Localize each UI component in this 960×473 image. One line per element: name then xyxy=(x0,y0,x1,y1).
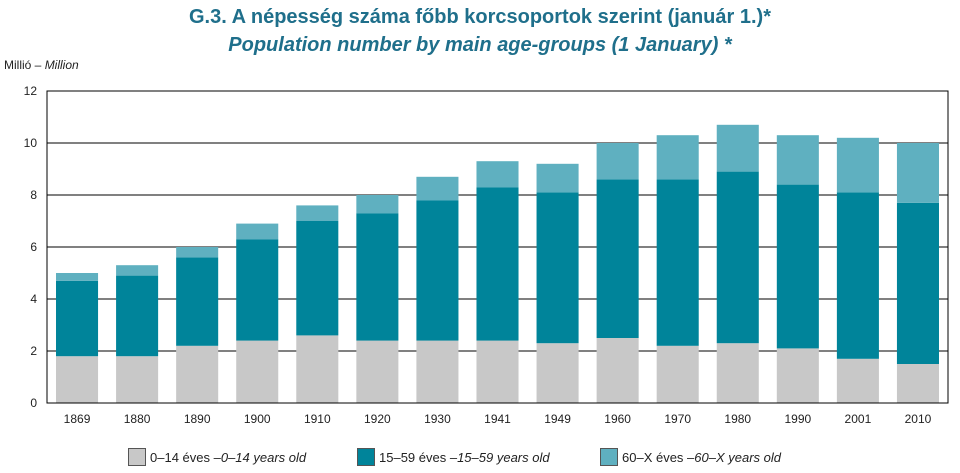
bar-segment-15-59 xyxy=(116,275,159,357)
legend-swatch-working xyxy=(357,448,375,466)
bar-segment-15-59 xyxy=(596,179,639,338)
bar-segment-60-x xyxy=(176,247,219,258)
y-tick-label: 12 xyxy=(24,84,38,98)
x-tick-label: 1890 xyxy=(184,412,211,426)
chart-title-en: Population number by main age-groups (1 … xyxy=(228,34,732,56)
x-tick-label: 2010 xyxy=(905,412,932,426)
legend-label-hu: 0–14 éves – xyxy=(150,449,221,465)
y-unit-hu: Millió – xyxy=(4,58,45,72)
bar-segment-60-x xyxy=(236,223,279,240)
y-tick-label: 10 xyxy=(24,136,38,150)
x-tick-label: 1941 xyxy=(484,412,511,426)
bar-segment-60-x xyxy=(356,195,399,214)
x-tick-label: 1869 xyxy=(64,412,91,426)
bar-segment-0-14 xyxy=(776,348,819,403)
bar-segment-15-59 xyxy=(296,221,339,336)
x-tick-label: 1960 xyxy=(604,412,631,426)
stacked-bar-chart: 0 2 4 6 8 10 12 1869 1880 1890 1900 1910 1920 1930 194… xyxy=(24,84,949,426)
y-tick-label: 6 xyxy=(30,240,37,254)
legend-label-hu: 60–X éves – xyxy=(622,449,695,465)
bar-segment-15-59 xyxy=(356,213,399,341)
x-tick-label: 1990 xyxy=(784,412,811,426)
y-tick-label: 2 xyxy=(30,344,37,358)
bar-segment-15-59 xyxy=(236,239,279,341)
x-tick-label: 1930 xyxy=(424,412,451,426)
y-tick-label: 8 xyxy=(30,188,37,202)
y-unit-en: Million xyxy=(44,58,79,72)
plot-border xyxy=(46,90,949,404)
y-tick-label: 4 xyxy=(30,292,37,306)
bar-segment-60-x xyxy=(836,137,879,193)
legend-swatch-old xyxy=(600,448,618,466)
bar-segment-60-x xyxy=(296,205,339,221)
bar-segment-0-14 xyxy=(116,356,159,403)
bar-segment-15-59 xyxy=(776,184,819,349)
chart-title-hu: G.3. A népesség száma főbb korcsoportok … xyxy=(188,6,771,28)
bar-segment-0-14 xyxy=(416,340,459,403)
legend-item-working: 15–59 éves – 15–59 years old xyxy=(357,448,550,466)
bar-segment-60-x xyxy=(536,163,579,193)
bar-segment-15-59 xyxy=(536,192,579,344)
bar-segment-15-59 xyxy=(656,179,699,346)
x-tick-label: 1949 xyxy=(544,412,571,426)
x-tick-label: 1980 xyxy=(724,412,751,426)
x-tick-label: 1910 xyxy=(304,412,331,426)
bar-segment-0-14 xyxy=(836,358,879,403)
bar-segment-60-x xyxy=(56,273,99,281)
bar-segment-0-14 xyxy=(656,345,699,403)
bar-segment-60-x xyxy=(896,143,939,203)
bar-segment-0-14 xyxy=(596,338,639,403)
bar-segment-60-x xyxy=(656,135,699,180)
bar-segment-60-x xyxy=(116,265,159,276)
bar-segment-0-14 xyxy=(896,364,939,403)
legend-item-old: 60–X éves – 60–X years old xyxy=(600,448,781,466)
bar-segment-15-59 xyxy=(56,280,99,357)
bar-segment-15-59 xyxy=(716,171,759,344)
x-tick-label: 1920 xyxy=(364,412,391,426)
x-tick-label: 1880 xyxy=(124,412,151,426)
bar-segment-15-59 xyxy=(176,257,219,346)
y-tick-label: 0 xyxy=(30,396,37,410)
bar-segment-0-14 xyxy=(56,356,99,403)
bar-segment-0-14 xyxy=(236,340,279,403)
legend-label-en: 15–59 years old xyxy=(457,449,550,465)
bar-segment-0-14 xyxy=(716,343,759,403)
bar-segment-15-59 xyxy=(416,200,459,341)
bar-segment-15-59 xyxy=(836,192,879,359)
x-tick-label: 2001 xyxy=(845,412,872,426)
bar-segment-0-14 xyxy=(176,345,219,403)
bar-segment-15-59 xyxy=(476,187,519,341)
bar-segment-60-x xyxy=(776,135,819,185)
x-tick-label: 1900 xyxy=(244,412,271,426)
bar-segment-60-x xyxy=(476,161,519,188)
legend-label-en: 60–X years old xyxy=(694,449,782,465)
chart-legend: 0–14 éves – 0–14 years old 15–59 éves – … xyxy=(0,448,960,470)
bar-segment-60-x xyxy=(716,124,759,172)
legend-label-en: 0–14 years old xyxy=(220,449,307,465)
legend-label-hu: 15–59 éves – xyxy=(379,449,458,465)
bar-segment-60-x xyxy=(596,143,639,180)
bar-segment-0-14 xyxy=(476,340,519,403)
bar-segment-15-59 xyxy=(896,202,939,364)
bar-segment-0-14 xyxy=(536,343,579,403)
bar-segment-0-14 xyxy=(296,335,339,403)
x-tick-label: 1970 xyxy=(664,412,691,426)
legend-swatch-young xyxy=(128,448,146,466)
bar-segment-0-14 xyxy=(356,340,399,403)
y-axis-unit-label: Millió – Million xyxy=(4,58,79,72)
legend-item-young: 0–14 éves – 0–14 years old xyxy=(128,448,306,466)
bar-segment-60-x xyxy=(416,176,459,201)
